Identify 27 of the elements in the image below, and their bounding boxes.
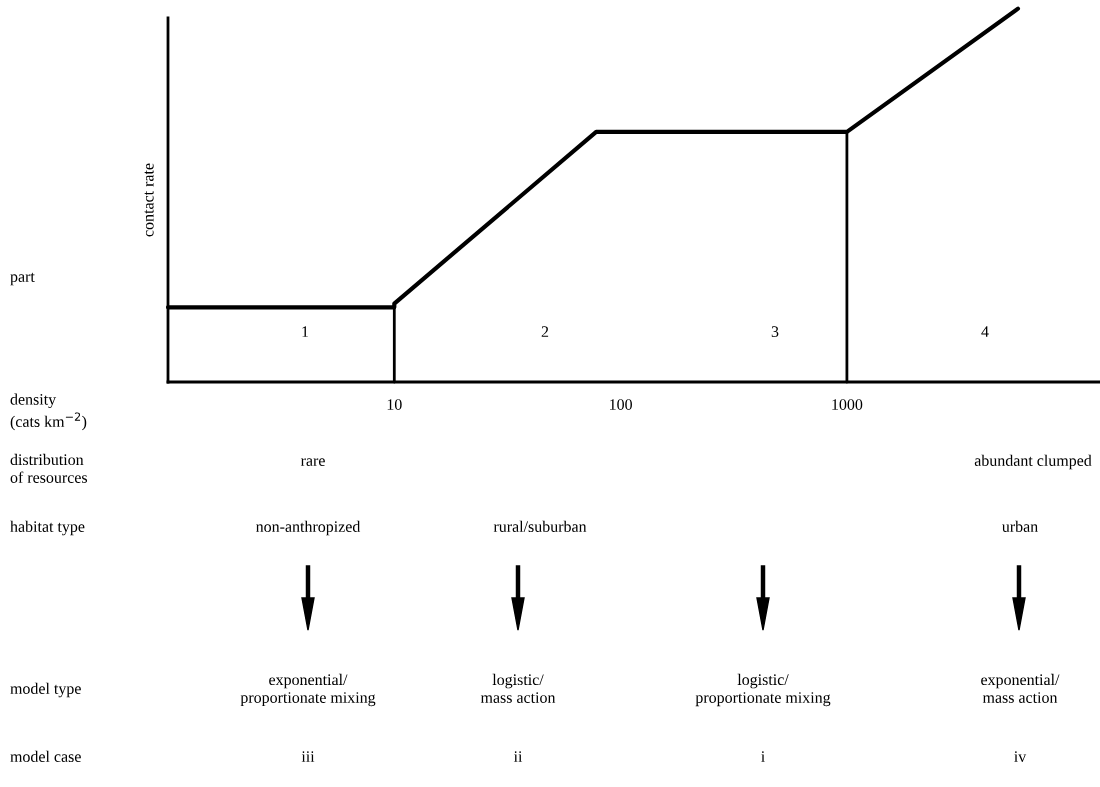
text: i	[761, 751, 765, 762]
text: rural/suburban	[493, 520, 587, 532]
annotation: 4	[981, 326, 989, 337]
annotation: 3	[771, 326, 779, 337]
y-axis-title: contact rate	[144, 163, 154, 237]
x-tick-label: 1000	[832, 399, 863, 410]
text: logistic/ mass action	[480, 673, 556, 703]
text: abundant clumped	[974, 454, 1092, 470]
text: exponential/ mass action	[981, 673, 1060, 703]
text: rare	[300, 458, 325, 466]
text: logistic/ proportionate mixing	[695, 673, 831, 707]
text: density (cats km$^{−2}$)	[10, 393, 87, 431]
text: iv	[1014, 751, 1027, 762]
text: urban	[1002, 520, 1038, 532]
text: model case	[10, 750, 81, 762]
text: distribution of resources	[10, 453, 88, 483]
text: model type	[10, 682, 81, 698]
text: part	[10, 272, 35, 286]
x-tick-label: 100	[610, 399, 632, 410]
annotation: 1	[302, 326, 309, 337]
text: exponential/ proportionate mixing	[240, 673, 376, 707]
text: iii	[301, 751, 315, 762]
x-tick-label: 10	[387, 399, 402, 410]
text: habitat type	[10, 520, 85, 536]
annotation: 2	[541, 326, 549, 337]
text: ii	[513, 751, 523, 762]
text: non-anthropized	[256, 520, 361, 536]
